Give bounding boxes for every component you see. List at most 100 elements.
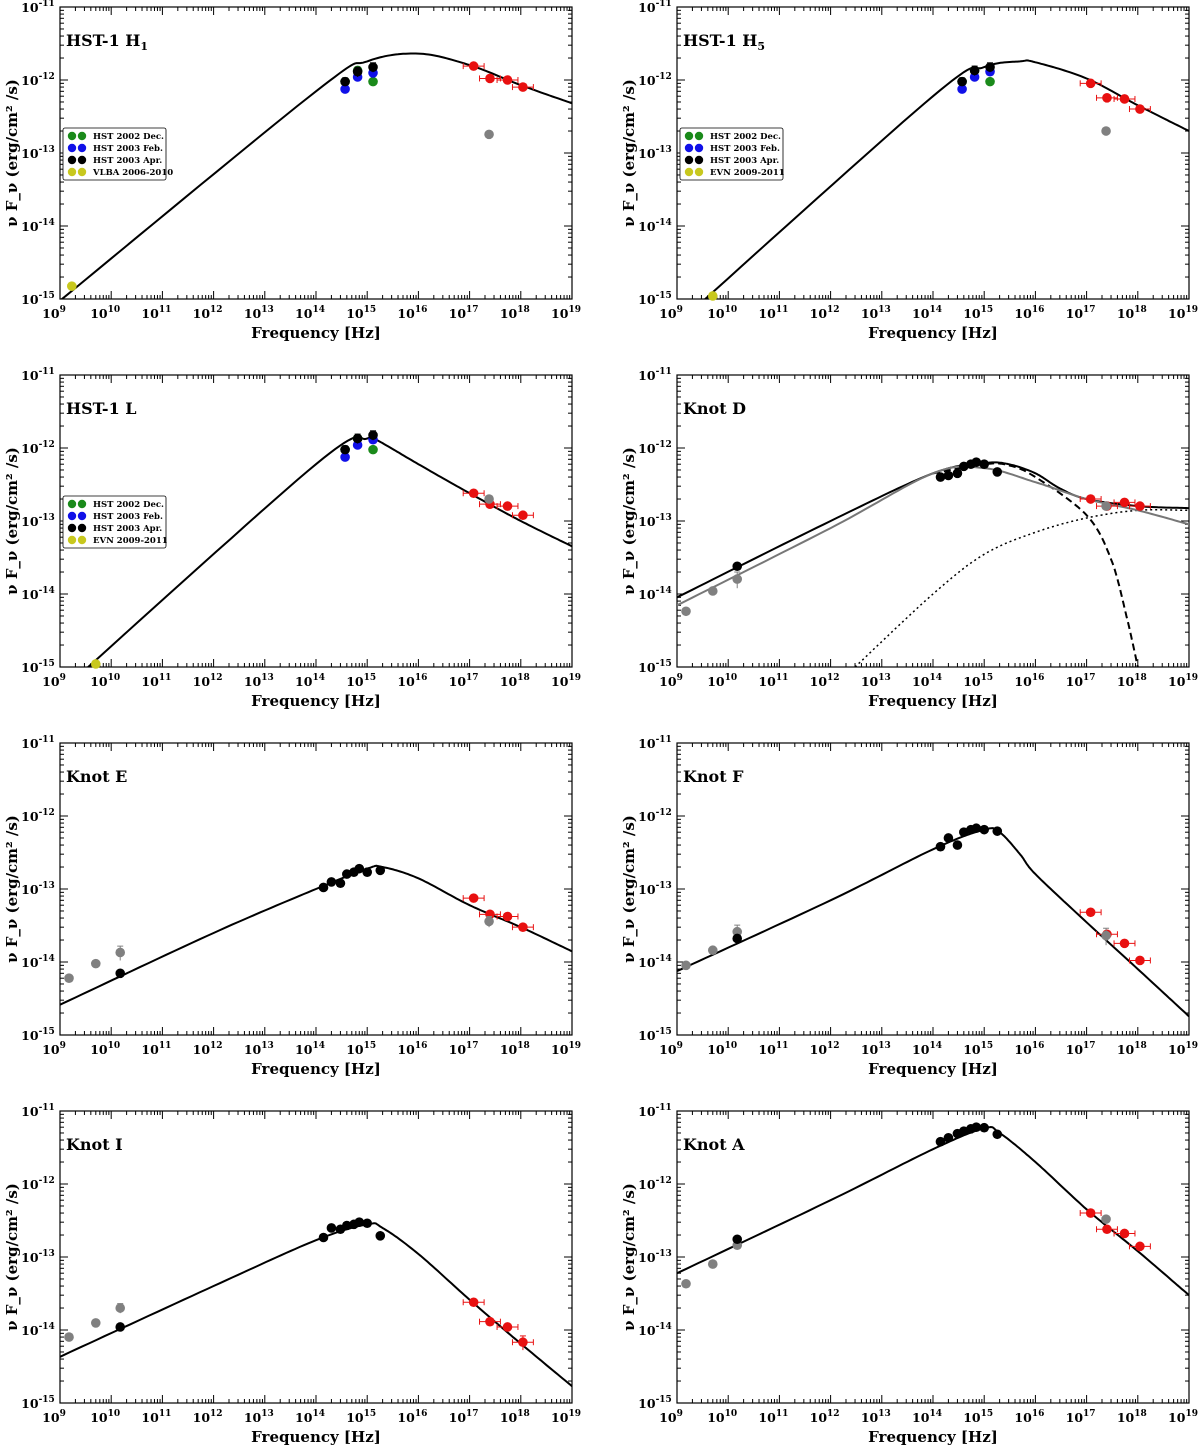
data-point	[943, 470, 954, 481]
legend-marker	[67, 511, 77, 521]
x-tick-label: 1019	[1168, 1041, 1198, 1057]
legend-marker	[67, 523, 77, 533]
data-point	[943, 833, 954, 843]
data-point	[64, 1332, 74, 1342]
data-point	[468, 488, 479, 499]
model-curve-solid	[677, 1125, 1189, 1296]
legend-marker	[77, 511, 87, 521]
panel-title: HST-1 H1	[66, 31, 148, 53]
y-tick-label: 10-11	[638, 367, 672, 383]
data-point	[957, 84, 967, 94]
y-axis-label: ν F_ν (erg/cm² /s)	[620, 447, 638, 595]
data-point	[985, 62, 995, 72]
data-point	[707, 586, 718, 596]
x-axis-label: Frequency [Hz]	[251, 1428, 381, 1446]
panel-title: Knot D	[683, 399, 746, 418]
x-tick-label: 1011	[758, 1041, 788, 1057]
data-point	[732, 1234, 743, 1245]
x-tick-label: 1013	[244, 1409, 274, 1425]
data-point	[485, 73, 495, 84]
x-tick-label: 1013	[244, 305, 274, 321]
x-tick-label: 1014	[295, 305, 325, 321]
y-axis-label: ν F_ν (erg/cm² /s)	[3, 815, 21, 963]
legend-marker	[694, 143, 704, 153]
x-tick-label: 1010	[90, 305, 120, 321]
panel-title: Knot A	[683, 1135, 745, 1154]
data-point	[935, 841, 946, 852]
legend-label: HST 2003 Feb.	[93, 144, 163, 154]
model-curve-solid	[677, 827, 1189, 1018]
model-curve-dashed	[932, 462, 1139, 667]
data-point	[518, 922, 528, 932]
data-point	[732, 933, 743, 944]
curves	[86, 433, 572, 667]
data-point	[979, 1122, 989, 1133]
legend-marker	[67, 143, 77, 153]
x-tick-label: 1010	[90, 1041, 120, 1057]
y-tick-label: 10-13	[638, 881, 672, 897]
panel-title: Knot F	[683, 767, 744, 786]
x-axis-label: Frequency [Hz]	[868, 1428, 998, 1446]
x-tick-label: 1013	[244, 673, 274, 689]
plot-frame	[676, 374, 1190, 668]
data-point	[1101, 1214, 1111, 1224]
x-tick-label: 1011	[141, 673, 171, 689]
y-tick-label: 10-14	[21, 1322, 55, 1338]
legend-marker	[77, 523, 87, 533]
legend-box	[62, 495, 167, 549]
data-point	[318, 882, 329, 893]
x-tick-label: 1015	[963, 305, 993, 321]
y-tick-label: 10-13	[21, 881, 55, 897]
x-tick-label: 109	[659, 673, 683, 689]
data-point	[979, 459, 989, 469]
data-point	[952, 468, 963, 479]
x-tick-label: 1016	[397, 1409, 427, 1425]
data-point	[368, 62, 378, 72]
curves	[60, 1222, 572, 1387]
y-tick-label: 10-14	[638, 954, 672, 970]
x-tick-label: 1014	[295, 1041, 325, 1057]
data-point	[1101, 501, 1111, 511]
y-axis-label: ν F_ν (erg/cm² /s)	[3, 1183, 21, 1331]
data-point	[935, 472, 946, 482]
y-tick-label: 10-12	[638, 1176, 672, 1192]
data-point	[1102, 93, 1112, 103]
curves	[677, 1125, 1189, 1296]
legend: HST 2002 Dec. HST 2003 Feb. HST 2003 Apr. E…	[62, 495, 168, 549]
x-tick-label: 1010	[707, 305, 737, 321]
panel-title: HST-1 H5	[683, 31, 765, 53]
x-tick-label: 1019	[1168, 1409, 1198, 1425]
x-tick-label: 1019	[551, 673, 581, 689]
y-tick-label: 10-14	[21, 586, 55, 602]
panel-8: 109 1010 1011 1012 1013 1014 1015 1016 1017 1018 1…	[620, 1103, 1198, 1446]
x-tick-label: 1011	[141, 1041, 171, 1057]
y-tick-label: 10-14	[21, 954, 55, 970]
y-tick-label: 10-15	[21, 1027, 55, 1043]
data-point	[1119, 94, 1130, 104]
x-tick-label: 1011	[758, 305, 788, 321]
x-tick-label: 1017	[449, 1409, 479, 1425]
x-tick-label: 1013	[861, 305, 891, 321]
legend-marker	[77, 155, 87, 165]
x-tick-label: 1012	[193, 1409, 223, 1425]
y-tick-label: 10-13	[638, 145, 672, 161]
x-tick-label: 1014	[912, 1409, 942, 1425]
y-axis-label: ν F_ν (erg/cm² /s)	[620, 79, 638, 227]
curves	[677, 827, 1189, 1018]
legend-marker	[694, 167, 704, 177]
panel-5: 109 1010 1011 1012 1013 1014 1015 1016 1017 1018 1…	[3, 735, 581, 1078]
y-tick-label: 10-12	[21, 808, 55, 824]
y-tick-label: 10-11	[638, 0, 672, 15]
y-tick-label: 10-13	[21, 513, 55, 529]
data-point	[971, 823, 982, 834]
legend-marker	[77, 535, 87, 545]
x-tick-label: 1015	[963, 1409, 993, 1425]
data-point	[681, 1278, 691, 1289]
data-point	[518, 1337, 528, 1348]
model-curve-solid	[60, 1222, 572, 1387]
data-point	[979, 824, 989, 835]
y-axis-label: ν F_ν (erg/cm² /s)	[620, 1183, 638, 1331]
x-axis-label: Frequency [Hz]	[868, 692, 998, 710]
data-point	[992, 826, 1003, 836]
legend-label: HST 2003 Feb.	[710, 144, 780, 154]
